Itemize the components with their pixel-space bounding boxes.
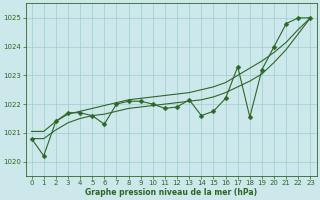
X-axis label: Graphe pression niveau de la mer (hPa): Graphe pression niveau de la mer (hPa)	[85, 188, 257, 197]
